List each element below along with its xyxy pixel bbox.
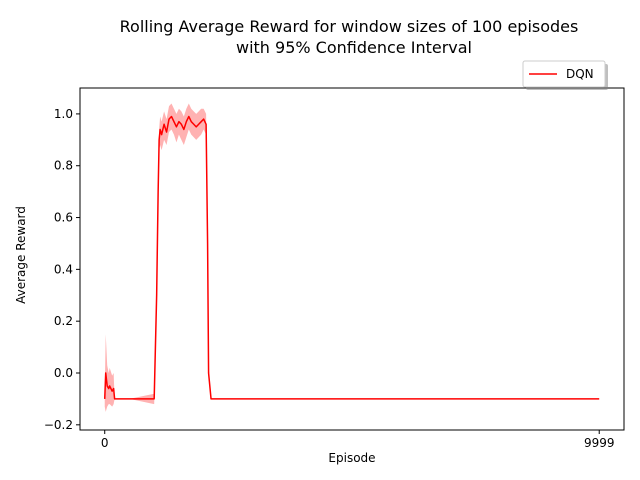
ci-band-dqn [104,103,600,412]
y-axis-label: Average Reward [14,206,28,304]
y-tick-label: 0.2 [54,314,73,328]
chart-title-line1: Rolling Average Reward for window sizes … [120,17,579,36]
x-axis-label: Episode [328,451,375,465]
series-line-dqn [103,115,600,400]
y-axis: −0.2 0.0 0.2 0.4 0.6 0.8 1.0 [44,107,80,432]
y-tick-label: 1.0 [54,107,73,121]
plot-frame [79,87,625,431]
chart-title-line2: with 95% Confidence Interval [236,38,472,57]
y-tick-label: 0.0 [54,366,73,380]
y-tick-label: −0.2 [44,418,73,432]
plot-area [103,103,600,412]
y-tick-label: 0.8 [54,159,73,173]
x-tick-label: 9999 [584,436,615,450]
x-tick-label: 0 [101,436,109,450]
legend-box [522,60,606,88]
legend[interactable]: DQN [522,60,608,90]
y-tick-label: 0.4 [54,262,73,276]
y-tick-label: 0.6 [54,211,73,225]
legend-label-dqn: DQN [566,67,594,81]
x-axis: 0 9999 [101,430,615,450]
